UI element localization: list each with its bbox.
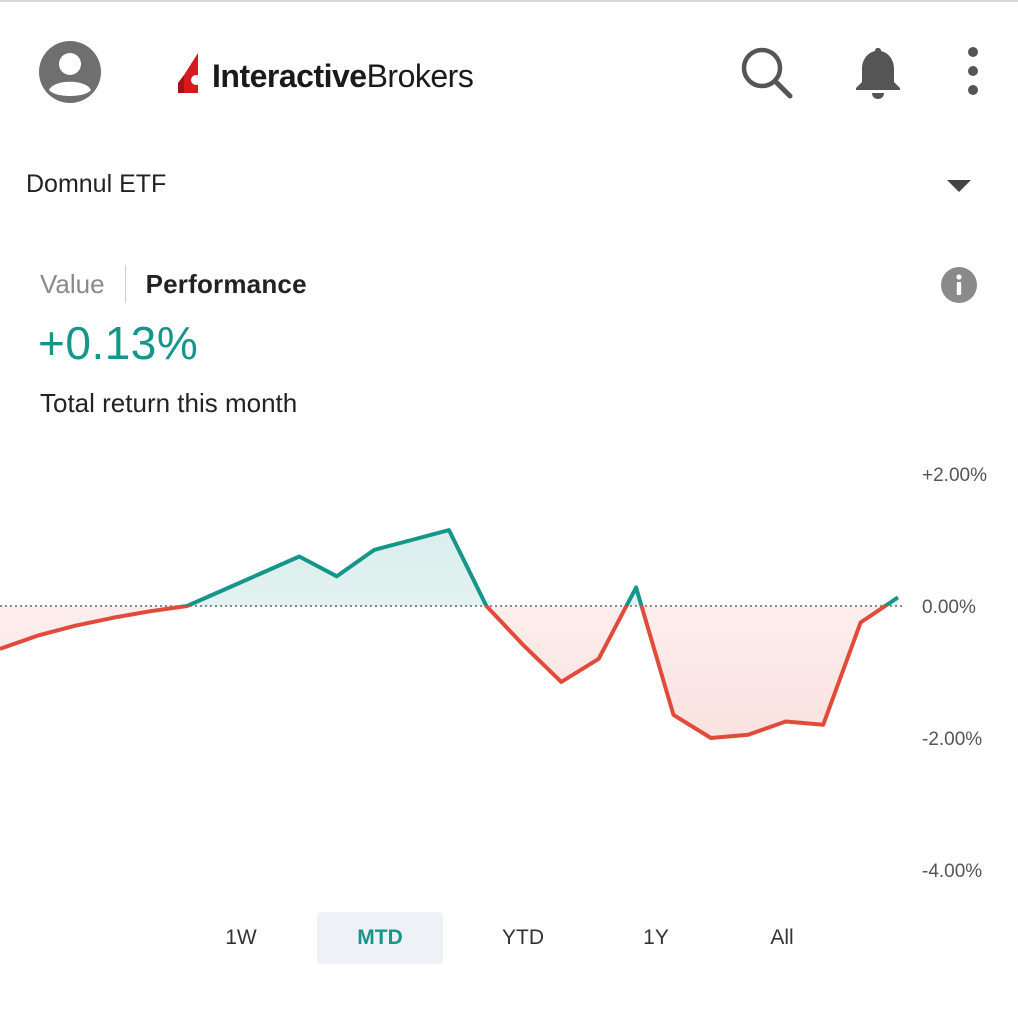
- top-divider: [0, 0, 1018, 2]
- y-tick-label: -2.00%: [922, 729, 982, 750]
- account-name: Domnul ETF: [26, 170, 167, 198]
- negative-area: [0, 606, 898, 738]
- view-tabs: Value Performance: [40, 264, 307, 304]
- brand-mark-icon: [178, 53, 201, 93]
- account-icon[interactable]: [38, 40, 102, 104]
- total-return-value: +0.13%: [38, 317, 199, 369]
- more-vert-icon[interactable]: [958, 44, 988, 100]
- account-selector[interactable]: Domnul ETF: [0, 158, 1018, 214]
- range-button-all[interactable]: All: [770, 926, 794, 949]
- y-tick-label: 0.00%: [922, 597, 976, 618]
- brand-logo: InteractiveBrokers: [178, 50, 474, 102]
- total-return-label: Total return this month: [40, 388, 298, 418]
- search-icon[interactable]: [738, 44, 796, 102]
- range-button-mtd[interactable]: MTD: [317, 912, 443, 964]
- positive-area: [0, 530, 898, 606]
- range-selector: 1W MTD YTD 1Y All: [0, 912, 1018, 964]
- tab-value[interactable]: Value: [40, 268, 105, 299]
- y-tick-label: +2.00%: [922, 465, 987, 486]
- brand-name-light: Brokers: [366, 57, 474, 94]
- brand-name-bold: Interactive: [212, 57, 367, 94]
- tab-performance[interactable]: Performance: [145, 268, 307, 299]
- range-button-ytd[interactable]: YTD: [502, 926, 544, 949]
- caret-down-icon: [947, 180, 971, 192]
- performance-line-negative: [0, 606, 889, 740]
- performance-chart[interactable]: +2.00% 0.00% -2.00% -4.00%: [0, 440, 1018, 900]
- bell-icon[interactable]: [852, 44, 904, 100]
- y-tick-label: -4.00%: [922, 861, 982, 882]
- tab-divider: [124, 265, 126, 303]
- performance-line-positive: [172, 528, 900, 606]
- range-button-1w[interactable]: 1W: [225, 926, 257, 949]
- info-icon[interactable]: [940, 266, 978, 304]
- range-button-1y[interactable]: 1Y: [643, 926, 669, 949]
